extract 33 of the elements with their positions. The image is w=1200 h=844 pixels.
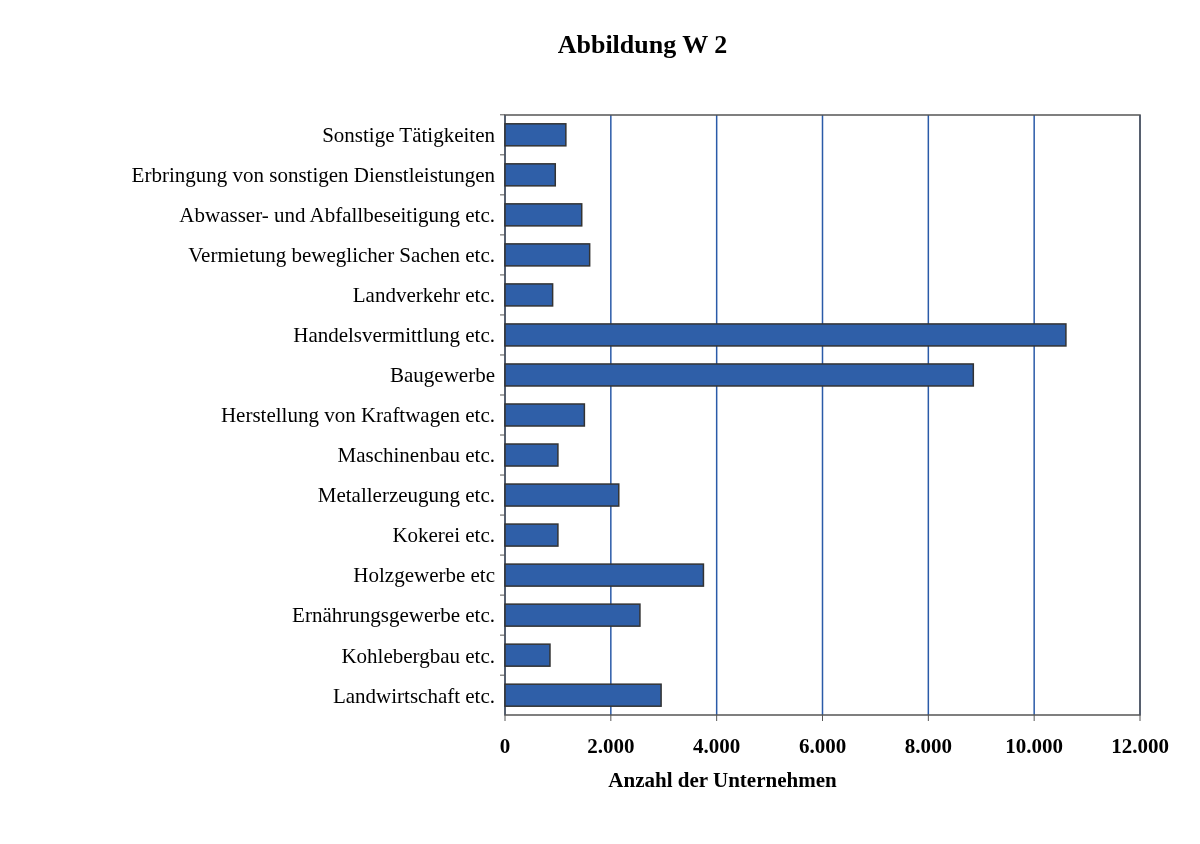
x-tick-label: 2.000 xyxy=(587,734,635,758)
x-tick-label: 0 xyxy=(499,734,511,758)
y-tick-label: Landwirtschaft etc. xyxy=(332,683,495,708)
bar xyxy=(504,443,559,467)
x-tick-label: 4.000 xyxy=(693,734,741,758)
bar xyxy=(504,163,557,187)
bar xyxy=(504,203,583,227)
bar xyxy=(504,403,586,427)
bar xyxy=(504,123,567,147)
x-tick-label: 10.000 xyxy=(1005,734,1064,758)
y-tick-label: Landverkehr etc. xyxy=(352,283,495,308)
bar xyxy=(504,243,591,267)
x-tick-label: 12.000 xyxy=(1111,734,1169,758)
y-tick-label: Kohlebergbau etc. xyxy=(341,643,495,668)
y-tick-label: Sonstige Tätigkeiten xyxy=(322,123,496,148)
y-tick-label: Baugewerbe xyxy=(390,363,495,388)
y-tick-label: Kokerei etc. xyxy=(392,523,495,548)
y-tick-label: Holzgewerbe etc xyxy=(353,563,495,588)
x-tick-label: 6.000 xyxy=(798,734,847,758)
bar xyxy=(504,523,559,547)
x-tick-label: 8.000 xyxy=(904,734,952,758)
y-tick-label: Maschinenbau etc. xyxy=(337,443,495,468)
x-axis-title: Anzahl der Unternehmen xyxy=(608,768,837,792)
bar xyxy=(504,643,551,667)
y-tick-label: Metallerzeugung etc. xyxy=(317,483,495,508)
bar xyxy=(504,283,554,307)
y-tick-label: Abwasser- und Abfallbeseitigung etc. xyxy=(179,203,495,228)
y-tick-label: Herstellung von Kraftwagen etc. xyxy=(220,403,495,428)
y-tick-label: Ernährungsgewerbe etc. xyxy=(292,603,495,628)
y-tick-label: Vermietung beweglicher Sachen etc. xyxy=(188,243,495,268)
y-tick-label: Handelsvermittlung etc. xyxy=(293,323,495,348)
chart-title: Abbildung W 2 xyxy=(557,30,728,59)
y-tick-label: Erbringung von sonstigen Dienstleistungen xyxy=(131,163,496,188)
